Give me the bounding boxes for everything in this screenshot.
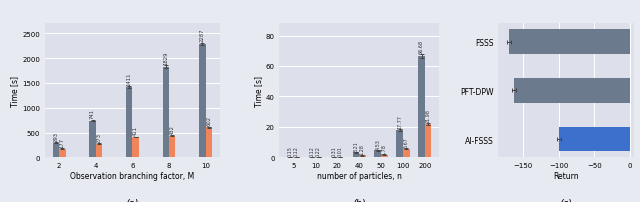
X-axis label: Observation branching factor, M: Observation branching factor, M — [70, 171, 195, 180]
Text: 0.22: 0.22 — [316, 145, 321, 156]
Text: 0.15: 0.15 — [287, 146, 292, 156]
Bar — [331, 157, 337, 158]
Bar — [509, 30, 630, 55]
Text: 5.67: 5.67 — [404, 137, 409, 148]
Text: 273: 273 — [97, 132, 102, 142]
X-axis label: Return: Return — [553, 171, 579, 180]
Bar — [169, 136, 175, 158]
Text: 3.21: 3.21 — [353, 141, 358, 152]
Bar — [90, 121, 96, 158]
Bar — [287, 157, 293, 158]
Text: 2287: 2287 — [200, 29, 205, 42]
Bar — [514, 79, 630, 103]
Text: 4.53: 4.53 — [375, 139, 380, 149]
Text: 1.78: 1.78 — [382, 143, 387, 154]
Bar — [374, 151, 381, 158]
Text: 741: 741 — [90, 109, 95, 119]
Text: 0.31: 0.31 — [332, 145, 337, 156]
Bar — [163, 67, 169, 158]
Bar — [425, 124, 431, 158]
Text: 1411: 1411 — [127, 72, 132, 85]
Text: (c): (c) — [559, 198, 572, 202]
Text: 0.12: 0.12 — [310, 146, 314, 157]
X-axis label: number of particles, n: number of particles, n — [317, 171, 401, 180]
Bar — [403, 149, 410, 158]
Text: 1829: 1829 — [163, 51, 168, 65]
Text: 293: 293 — [54, 131, 58, 141]
Text: (b): (b) — [352, 198, 366, 202]
Bar — [59, 149, 65, 158]
Bar — [96, 144, 102, 158]
Text: 411: 411 — [133, 125, 138, 135]
Text: 66.68: 66.68 — [419, 40, 424, 54]
Bar — [126, 88, 132, 158]
Y-axis label: Time [s]: Time [s] — [10, 76, 19, 106]
Bar — [316, 157, 322, 158]
Text: 602: 602 — [206, 116, 211, 126]
Text: 1.28: 1.28 — [360, 144, 365, 155]
Text: 432: 432 — [170, 124, 175, 134]
Text: (a): (a) — [125, 198, 139, 202]
Text: 17.77: 17.77 — [397, 115, 402, 129]
Bar — [199, 45, 205, 158]
Bar — [396, 131, 403, 158]
Text: 0.01: 0.01 — [338, 146, 343, 157]
Bar — [381, 155, 388, 158]
Bar — [205, 128, 212, 158]
Text: 21.98: 21.98 — [426, 109, 431, 122]
Bar — [559, 127, 630, 152]
Bar — [353, 153, 359, 158]
Bar — [52, 143, 59, 158]
Bar — [419, 57, 425, 158]
Text: 0.12: 0.12 — [294, 146, 299, 157]
Y-axis label: Time [s]: Time [s] — [254, 76, 263, 106]
Bar — [359, 156, 365, 158]
Bar — [132, 137, 139, 158]
Text: 177: 177 — [60, 137, 65, 147]
